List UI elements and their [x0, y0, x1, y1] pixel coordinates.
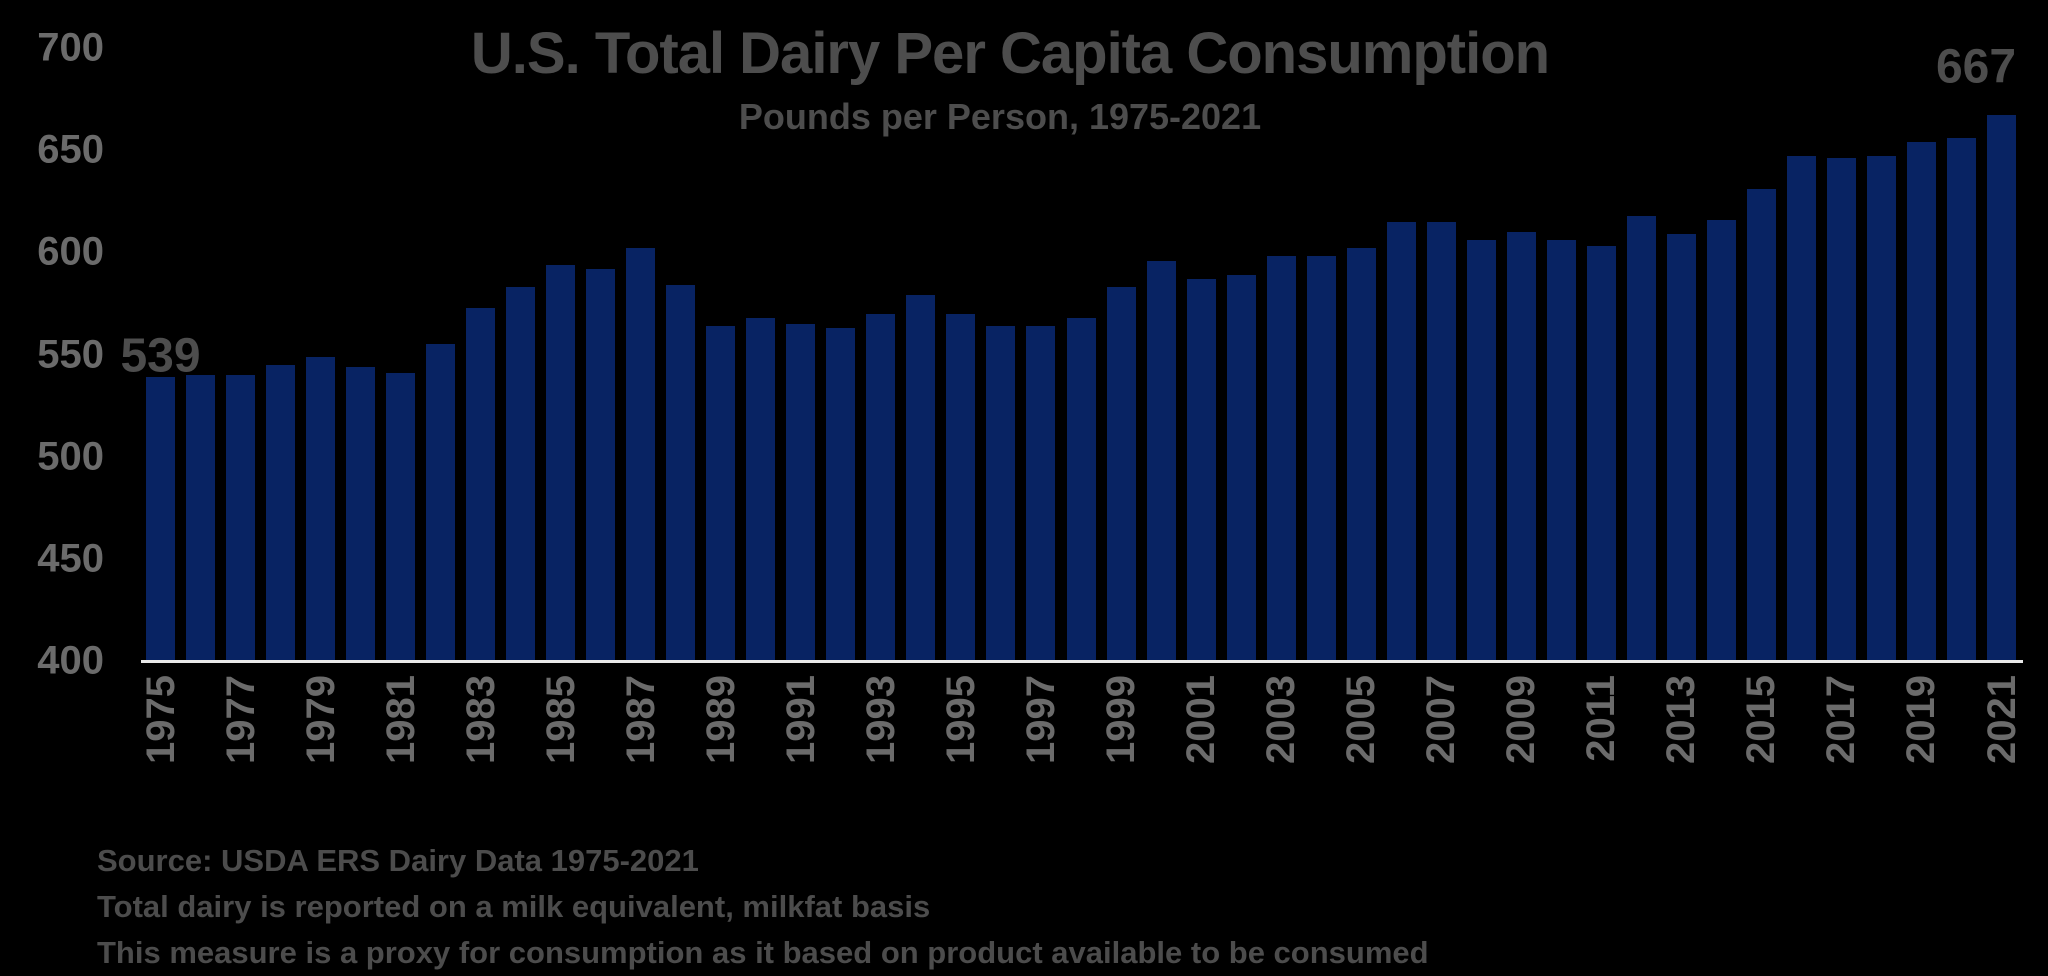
bar-2011	[1586, 246, 1616, 661]
bar-2006	[1386, 221, 1416, 661]
bar-1984	[506, 287, 536, 661]
x-tick-1993: 1993	[858, 675, 903, 764]
x-tick-1977: 1977	[218, 675, 263, 764]
x-tick-1987: 1987	[618, 675, 663, 764]
x-tick-2019: 2019	[1899, 675, 1944, 764]
footnotes: Source: USDA ERS Dairy Data 1975-2021 To…	[97, 838, 1429, 976]
bar-2010	[1546, 240, 1576, 661]
x-tick-2003: 2003	[1259, 675, 1304, 764]
x-tick-1991: 1991	[778, 675, 823, 764]
footnote-proxy: This measure is a proxy for consumption …	[97, 935, 1429, 970]
bar-2017	[1826, 158, 1856, 661]
bar-2009	[1506, 231, 1536, 661]
bar-1991	[786, 323, 816, 661]
bar-1997	[1026, 325, 1056, 661]
bar-2016	[1786, 156, 1816, 661]
bar-1978	[266, 364, 296, 661]
y-tick-450: 450	[37, 536, 104, 581]
x-tick-1995: 1995	[938, 675, 983, 764]
x-tick-2011: 2011	[1579, 675, 1624, 762]
data-label-2021: 667	[1935, 40, 2017, 94]
bar-1996	[986, 325, 1016, 661]
x-tick-2021: 2021	[1979, 675, 2024, 764]
bar-1975	[146, 376, 175, 661]
bar-2005	[1346, 248, 1376, 661]
bar-1985	[546, 264, 576, 661]
bar-2004	[1306, 256, 1336, 661]
x-tick-1997: 1997	[1018, 675, 1063, 764]
bar-1983	[466, 307, 496, 661]
x-tick-1983: 1983	[458, 675, 503, 764]
bar-2007	[1426, 221, 1456, 661]
x-tick-2005: 2005	[1339, 675, 1384, 764]
bar-1979	[306, 356, 336, 661]
bar-1995	[946, 313, 976, 661]
bar-2001	[1186, 278, 1216, 661]
bar-2008	[1466, 240, 1496, 661]
x-tick-1999: 1999	[1099, 675, 1144, 764]
bar-1982	[426, 344, 456, 661]
bar-1994	[906, 295, 936, 661]
bar-2013	[1666, 233, 1696, 661]
x-tick-2013: 2013	[1659, 675, 1704, 764]
bar-1981	[386, 372, 416, 661]
bar-1986	[586, 268, 616, 661]
footnote-source: Source: USDA ERS Dairy Data 1975-2021	[97, 843, 699, 878]
x-tick-2009: 2009	[1499, 675, 1544, 764]
x-tick-2007: 2007	[1419, 675, 1464, 764]
data-label-1975: 539	[120, 329, 201, 383]
bar-1977	[226, 374, 256, 661]
bar-2014	[1706, 219, 1736, 661]
bar-2021	[1987, 115, 2016, 661]
chart-title: U.S. Total Dairy Per Capita Consumption	[470, 21, 1550, 86]
x-tick-1979: 1979	[298, 675, 343, 764]
x-tick-2001: 2001	[1179, 675, 1224, 764]
bar-1976	[186, 374, 216, 661]
bar-2019	[1906, 142, 1936, 661]
x-tick-1981: 1981	[378, 675, 423, 764]
bar-1992	[826, 327, 856, 661]
y-tick-500: 500	[37, 434, 104, 479]
bar-2003	[1266, 256, 1296, 661]
plot-area	[141, 0, 2023, 663]
bar-1987	[626, 248, 656, 661]
x-tick-1989: 1989	[698, 675, 743, 764]
y-tick-700: 700	[37, 25, 104, 70]
x-axis-line	[141, 660, 2023, 663]
bar-1990	[746, 317, 776, 661]
y-tick-400: 400	[37, 638, 104, 683]
x-tick-2015: 2015	[1739, 675, 1784, 764]
bar-1993	[866, 313, 896, 661]
bar-2000	[1146, 260, 1176, 661]
bar-1999	[1106, 287, 1136, 661]
footnote-basis: Total dairy is reported on a milk equiva…	[97, 889, 931, 924]
bar-2012	[1626, 215, 1656, 661]
y-tick-550: 550	[37, 332, 104, 376]
bar-1998	[1066, 317, 1096, 661]
bar-2015	[1746, 189, 1776, 661]
bar-2020	[1946, 137, 1976, 661]
x-tick-1975: 1975	[138, 675, 183, 764]
y-tick-600: 600	[37, 229, 104, 274]
x-tick-2017: 2017	[1819, 675, 1864, 764]
x-tick-1985: 1985	[538, 675, 583, 764]
bar-1980	[346, 366, 376, 661]
y-tick-650: 650	[37, 127, 104, 172]
bar-1988	[666, 285, 696, 661]
bar-2002	[1226, 274, 1256, 661]
bar-2018	[1866, 156, 1896, 661]
bar-1989	[706, 325, 736, 661]
chart-subtitle: Pounds per Person, 1975-2021	[738, 96, 1262, 137]
